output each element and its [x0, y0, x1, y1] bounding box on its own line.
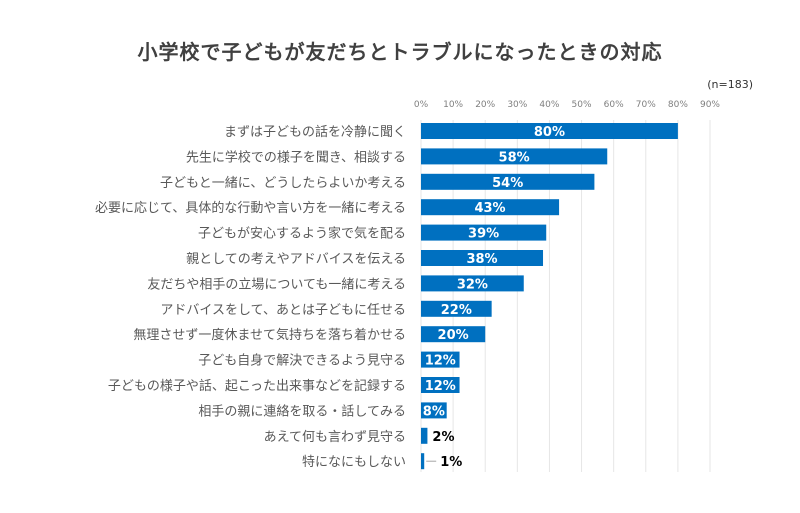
bar — [421, 173, 595, 190]
category-label: 特になにもしない — [302, 455, 406, 470]
category-label: アドバイスをして、あとは子どもに任せる — [160, 303, 406, 318]
data-label: 32% — [457, 277, 488, 292]
category-label: 親としての考えやアドバイスを伝える — [186, 252, 406, 267]
data-label: 12% — [425, 379, 456, 394]
x-tick-label: 80% — [668, 100, 688, 110]
data-label: 38% — [466, 252, 497, 267]
data-label: 12% — [425, 354, 456, 369]
x-tick-label: 70% — [636, 100, 656, 110]
bar — [421, 300, 492, 317]
bar — [421, 377, 460, 393]
category-label: 子どもが安心するよう家で気を配る — [198, 226, 406, 242]
data-label: 80% — [534, 125, 565, 140]
category-label: 友だちや相手の立場についても一緒に考える — [147, 276, 406, 292]
category-label: 子ども自身で解決できるよう見守る — [198, 353, 406, 369]
x-tick-label: 0% — [414, 100, 429, 110]
category-label: あえて何も言わず見守る — [264, 429, 406, 445]
x-tick-label: 60% — [604, 100, 624, 110]
bar — [421, 224, 547, 241]
x-tick-label: 90% — [700, 100, 720, 110]
category-label: 相手の親に連絡を取る・話してみる — [198, 403, 406, 419]
category-label: まずは子どもの話を冷静に聞く — [224, 124, 406, 140]
chart-title: 小学校で子どもが友だちとトラブルになったときの対応 — [137, 40, 663, 64]
data-label: 2% — [432, 430, 454, 445]
x-tick-label: 20% — [475, 100, 495, 110]
x-tick-label: 50% — [572, 100, 592, 110]
bar — [421, 275, 524, 292]
data-label: 43% — [474, 201, 505, 216]
bar — [421, 199, 560, 216]
x-tick-label: 40% — [539, 100, 559, 110]
category-label: 子どもと一緒に、どうしたらよいか考える — [160, 176, 406, 191]
data-label: 54% — [492, 176, 523, 191]
data-label: 1% — [440, 455, 462, 470]
data-label: 8% — [423, 404, 445, 419]
category-label: 先生に学校での様子を聞き、相談する — [186, 149, 406, 165]
bar — [421, 250, 544, 266]
category-label: 無理させず一度休ませて気持ちを落ち着かせる — [133, 327, 406, 343]
x-tick-label: 10% — [443, 100, 463, 110]
category-label: 必要に応じて、具体的な行動や言い方を一緒に考える — [95, 200, 406, 216]
bar — [421, 402, 447, 419]
sample-size-note: (n=183) — [707, 78, 753, 91]
bar — [421, 427, 428, 444]
bar — [421, 326, 486, 343]
x-tick-label: 30% — [507, 100, 527, 110]
data-label: 20% — [438, 328, 469, 343]
bar — [421, 148, 608, 165]
bar — [421, 351, 460, 368]
bar — [421, 123, 678, 139]
data-label: 22% — [441, 303, 472, 318]
data-label: 39% — [468, 227, 499, 242]
bar — [421, 453, 425, 470]
data-label: 58% — [499, 150, 530, 165]
category-label: 子どもの様子や話、起こった出来事などを記録する — [108, 378, 406, 394]
